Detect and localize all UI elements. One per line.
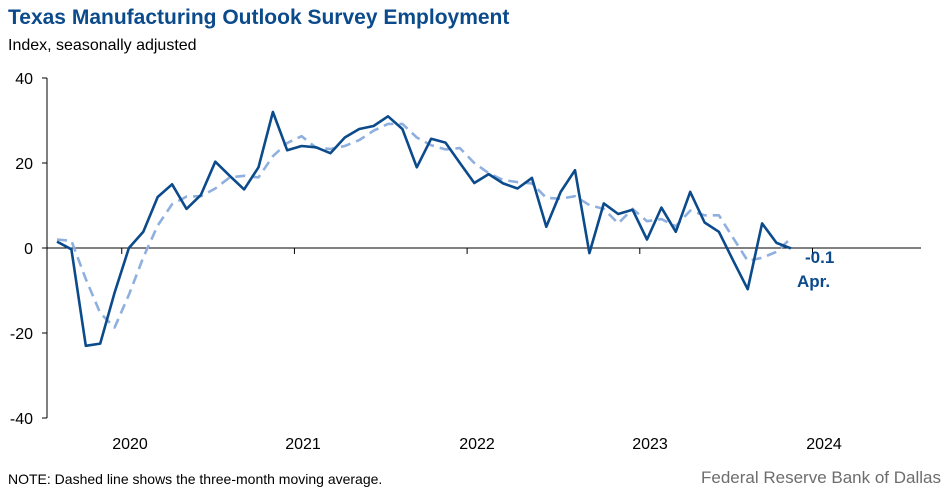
- chart-subtitle: Index, seasonally adjusted: [8, 37, 197, 54]
- latest-value-label: -0.1: [805, 248, 834, 267]
- x-tick-label: 2023: [632, 436, 668, 453]
- x-axis-ticks: 2020 2021 2022 2023 2024: [112, 248, 842, 453]
- latest-month-label: Apr.: [797, 272, 830, 291]
- series-lines: [56, 110, 792, 348]
- y-tick-label: 0: [24, 241, 33, 258]
- footnote: NOTE: Dashed line shows the three-month …: [8, 471, 383, 487]
- y-axis-ticks: 40 20 0 -20 -40: [10, 71, 47, 428]
- y-tick-label: -20: [10, 326, 33, 343]
- source-credit: Federal Reserve Bank of Dallas: [700, 468, 941, 487]
- y-tick-label: 20: [15, 156, 33, 173]
- chart-title: Texas Manufacturing Outlook Survey Emplo…: [8, 6, 510, 29]
- x-tick-label: 2021: [285, 436, 321, 453]
- x-tick-label: 2024: [806, 436, 842, 453]
- moving-average-line: [56, 122, 792, 329]
- x-tick-label: 2022: [459, 436, 495, 453]
- x-tick-label: 2020: [112, 436, 148, 453]
- employment-index-line: [56, 110, 792, 348]
- y-tick-label: -40: [10, 411, 33, 428]
- annotations: -0.1 Apr.: [797, 248, 834, 291]
- y-tick-label: 40: [15, 71, 33, 88]
